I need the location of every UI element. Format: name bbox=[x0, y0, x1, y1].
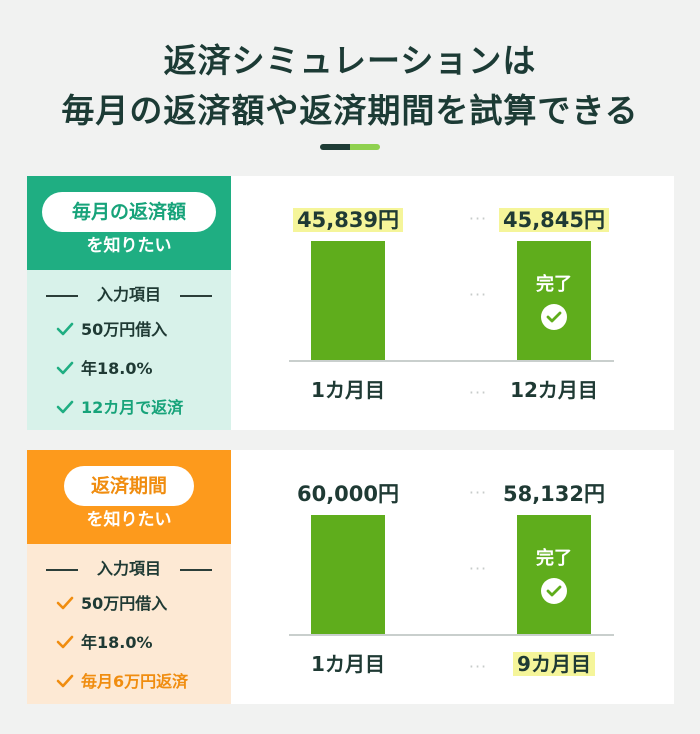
repayment-period-chart: 60,000円 ··· 58,132円 ··· 完了 1カ月目 ··· 9カ月目 bbox=[231, 450, 674, 704]
input-items-label: 入力項目 bbox=[96, 285, 161, 304]
chart-baseline bbox=[289, 634, 614, 636]
title-line-2: 毎月の返済額や返済期間を試算できる bbox=[61, 91, 639, 130]
amount-first-month: 45,839円 bbox=[293, 204, 404, 236]
ellipsis-dots: ··· bbox=[468, 285, 488, 304]
input-item-label: 年18.0% bbox=[81, 633, 153, 652]
input-item-loan: 50万円借入 bbox=[55, 318, 167, 342]
repayment-period-inputs: 入力項目 50万円借入 年18.0% 毎月6万円返済 bbox=[27, 544, 231, 704]
done-label: 完了 bbox=[536, 548, 572, 569]
divider-right bbox=[180, 569, 212, 571]
ellipsis-dots: ··· bbox=[468, 559, 488, 578]
done-check-icon bbox=[541, 578, 567, 604]
check-icon bbox=[56, 361, 74, 375]
input-item-loan: 50万円借入 bbox=[55, 592, 167, 616]
amount-last-value: 45,845円 bbox=[498, 208, 610, 232]
ellipsis-dots: ··· bbox=[468, 483, 488, 502]
input-item-rate: 年18.0% bbox=[55, 357, 153, 381]
input-items-heading: 入力項目 bbox=[27, 558, 231, 580]
amount-first-month: 60,000円 bbox=[293, 478, 403, 510]
repayment-period-side-panel: 返済期間 を知りたい 入力項目 50万円借入 年18.0% 毎月6万円返済 bbox=[27, 450, 231, 704]
input-item-label: 12カ月で返済 bbox=[81, 398, 184, 417]
input-items-heading: 入力項目 bbox=[27, 284, 231, 306]
bar-last-month bbox=[517, 515, 591, 635]
monthly-payment-inputs: 入力項目 50万円借入 年18.0% 12カ月で返済 bbox=[27, 270, 231, 430]
monthly-payment-subtitle: を知りたい bbox=[86, 236, 172, 256]
underline-dark-segment bbox=[320, 144, 350, 150]
repayment-period-header: 返済期間 を知りたい bbox=[27, 450, 231, 544]
ellipsis-dots: ··· bbox=[468, 383, 488, 402]
input-item-rate: 年18.0% bbox=[55, 631, 153, 655]
check-icon bbox=[56, 596, 74, 610]
chart-baseline bbox=[289, 360, 614, 362]
month-last-label: 12カ月目 bbox=[510, 378, 598, 402]
input-item-label: 50万円借入 bbox=[81, 594, 168, 613]
underline-light-segment bbox=[350, 144, 380, 150]
bar-first-month bbox=[311, 515, 385, 635]
input-item-label: 50万円借入 bbox=[81, 320, 168, 339]
repayment-period-card: 返済期間 を知りたい 入力項目 50万円借入 年18.0% 毎月6万円返済 60… bbox=[27, 450, 674, 704]
check-icon bbox=[56, 322, 74, 336]
divider-right bbox=[180, 295, 212, 297]
title-line-1: 返済シミュレーションは bbox=[163, 41, 537, 80]
repayment-period-pill: 返済期間 bbox=[64, 466, 194, 506]
input-item-monthly: 毎月6万円返済 bbox=[55, 670, 188, 694]
monthly-payment-chart: 45,839円 ··· 45,845円 ··· 完了 1カ月目 ··· 12カ月… bbox=[231, 176, 674, 430]
month-last-label: 9カ月目 bbox=[495, 649, 613, 679]
input-item-label: 年18.0% bbox=[81, 359, 153, 378]
month-first-label: 1カ月目 bbox=[311, 378, 385, 402]
input-items-label: 入力項目 bbox=[96, 559, 161, 578]
amount-last-month: 58,132円 bbox=[497, 478, 611, 510]
ellipsis-dots: ··· bbox=[468, 209, 488, 228]
ellipsis-dots: ··· bbox=[468, 657, 488, 676]
amount-last-value: 58,132円 bbox=[502, 482, 606, 506]
amount-first-value: 60,000円 bbox=[296, 482, 400, 506]
bar-first-month bbox=[311, 241, 385, 361]
monthly-payment-header: 毎月の返済額 を知りたい bbox=[27, 176, 231, 270]
done-label: 完了 bbox=[536, 274, 572, 295]
divider-left bbox=[46, 295, 78, 297]
monthly-payment-pill: 毎月の返済額 bbox=[42, 192, 216, 232]
done-check-icon bbox=[541, 304, 567, 330]
monthly-payment-card: 毎月の返済額 を知りたい 入力項目 50万円借入 年18.0% 12カ月で返済 … bbox=[27, 176, 674, 430]
repayment-period-subtitle: を知りたい bbox=[86, 510, 172, 530]
month-first-label: 1カ月目 bbox=[311, 652, 385, 676]
page-title: 返済シミュレーションは 毎月の返済額や返済期間を試算できる bbox=[0, 36, 700, 136]
check-icon bbox=[56, 674, 74, 688]
input-item-term: 12カ月で返済 bbox=[55, 396, 183, 420]
bar-last-month bbox=[517, 241, 591, 361]
input-item-label: 毎月6万円返済 bbox=[81, 672, 189, 691]
amount-last-month: 45,845円 bbox=[497, 204, 611, 236]
monthly-payment-side-panel: 毎月の返済額 を知りたい 入力項目 50万円借入 年18.0% 12カ月で返済 bbox=[27, 176, 231, 430]
amount-first-value: 45,839円 bbox=[293, 208, 404, 232]
month-last-value: 9カ月目 bbox=[513, 652, 595, 676]
divider-left bbox=[46, 569, 78, 571]
check-icon bbox=[56, 400, 74, 414]
check-icon bbox=[56, 635, 74, 649]
